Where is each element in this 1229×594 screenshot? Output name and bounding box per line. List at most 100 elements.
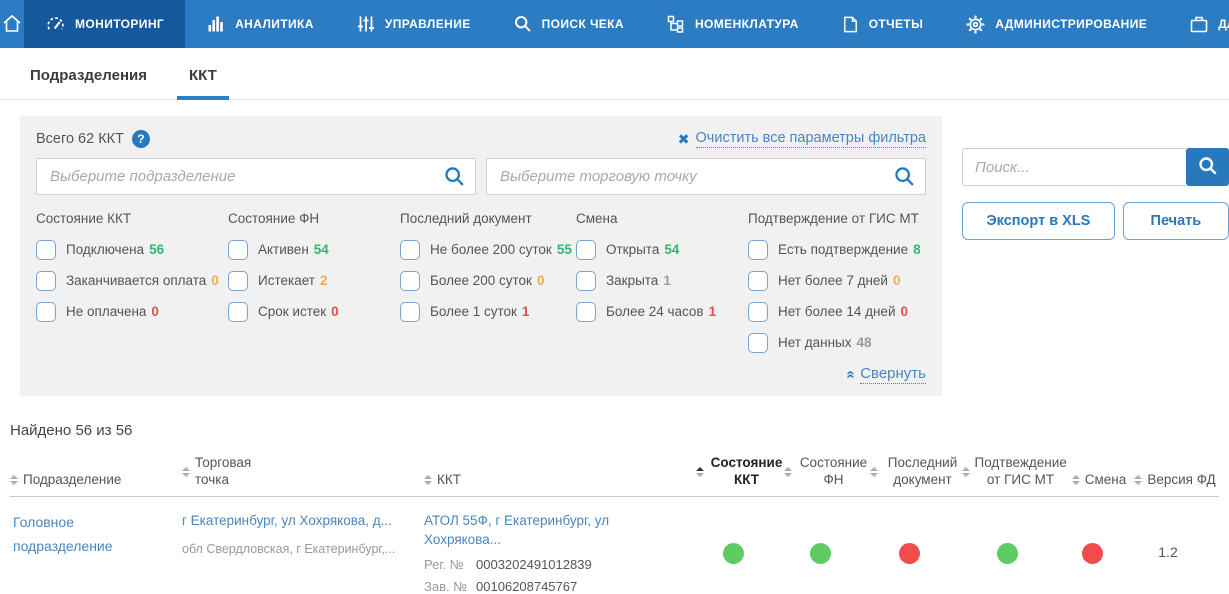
search-icon[interactable] [893,165,916,193]
help-icon[interactable]: ? [131,130,150,148]
clear-filters-link[interactable]: ✖ Очистить все параметры фильтра [678,130,926,148]
checkbox[interactable] [36,301,56,322]
checkbox[interactable] [748,301,768,322]
nav-item-label: ДЛЯ БИЗНЕСА [1218,17,1229,31]
cell-fd-version: 1.2 [1158,543,1178,560]
option-count: 0 [151,304,159,319]
column-header-shift[interactable]: Смена [1066,472,1132,489]
right-toolbar: Экспорт в XLS Печать [962,148,1229,240]
collapse-filters-link[interactable]: « Свернуть [843,365,926,384]
sort-icon[interactable] [961,466,970,477]
sort-icon[interactable] [182,466,190,477]
column-header-kkt[interactable]: ККТ [424,472,696,489]
collapse-label: Свернуть [860,365,926,384]
subdivision-input[interactable] [36,158,476,195]
home-button[interactable] [0,0,24,48]
nav-item-monitoring[interactable]: МОНИТОРИНГ [24,0,186,48]
checkbox[interactable] [228,239,248,260]
checkbox[interactable] [576,301,596,322]
column-header-outlet[interactable]: Торговая точка [182,455,424,489]
outlet-input[interactable] [486,158,926,195]
option-count: 54 [664,242,680,257]
sort-icon[interactable] [424,475,432,486]
outlet-link[interactable]: г Екатеринбург, ул Хохрякова, д... [182,512,392,528]
filter-option[interactable]: Более 24 часов 1 [576,301,748,322]
filter-option[interactable]: Не оплачена 0 [36,301,228,322]
kkt-link[interactable]: АТОЛ 55Ф, г Екатеринбург, ул Хохрякова..… [424,512,610,548]
status-dot-kkt-state [722,542,744,564]
sort-icon[interactable] [696,466,704,477]
nav-item-label: УПРАВЛЕНИЕ [384,17,471,31]
nav-item-reports[interactable]: ОТЧЕТЫ [820,0,945,48]
filter-option[interactable]: Нет более 14 дней 0 [748,301,926,322]
filter-option[interactable]: Заканчивается оплата 0 [36,270,228,291]
nav-item-nomenclature[interactable]: НОМЕНКЛАТУРА [645,0,820,48]
column-header-kkt-state[interactable]: Состояние ККТ [696,455,784,489]
filter-option[interactable]: Нет данных 48 [748,332,926,353]
filter-option[interactable]: Срок истек 0 [228,301,400,322]
tab-subdivisions[interactable]: Подразделения [28,48,149,99]
nav-item-label: АНАЛИТИКА [235,17,314,31]
filter-option[interactable]: Активен 54 [228,239,400,260]
tab-kkt[interactable]: ККТ [177,48,229,100]
cell-fn-state [784,511,870,594]
column-header-last-document[interactable]: Последний документ [870,455,962,489]
clear-filters-label: Очистить все параметры фильтра [695,130,926,148]
checkbox[interactable] [748,270,768,291]
filter-option[interactable]: Нет более 7 дней 0 [748,270,926,291]
outlet-select [486,158,926,195]
checkbox[interactable] [400,270,420,291]
sort-icon[interactable] [10,475,18,486]
nav-item-analytics[interactable]: АНАЛИТИКА [185,0,335,48]
nav-item-receipt-search[interactable]: ПОИСК ЧЕКА [492,0,645,48]
checkbox[interactable] [228,301,248,322]
filter-option[interactable]: Не более 200 суток 55 [400,239,576,260]
sort-icon[interactable] [1071,475,1080,486]
column-header-fn-state[interactable]: Состояние ФН [784,455,870,489]
column-header-fd-version[interactable]: Версия ФД [1132,472,1218,489]
nav-item-label: ПОИСК ЧЕКА [541,17,624,31]
document-icon [841,15,860,34]
filter-option[interactable]: Более 200 суток 0 [400,270,576,291]
checkbox[interactable] [576,270,596,291]
checkbox[interactable] [576,239,596,260]
outlet-address: обл Свердловская, г Екатеринбург,... [182,542,396,557]
checkbox[interactable] [748,332,768,353]
checkbox[interactable] [228,270,248,291]
clear-icon: ✖ [677,130,690,147]
cell-subdivision: Головное подразделение [10,511,182,594]
filter-option[interactable]: Открыта 54 [576,239,748,260]
filter-option[interactable]: Более 1 суток 1 [400,301,576,322]
nav-item-label: ОТЧЕТЫ [868,17,924,31]
status-dot-gis-mt [996,542,1018,564]
global-search-button[interactable] [1186,148,1229,186]
checkbox[interactable] [748,239,768,260]
filter-option[interactable]: Есть подтверждение 8 [748,239,926,260]
filter-group-fn-state: Состояние ФН Активен 54 Истекает 2 Срок … [228,211,400,363]
filter-option[interactable]: Истекает 2 [228,270,400,291]
export-xls-button[interactable]: Экспорт в XLS [962,202,1115,240]
search-icon[interactable] [443,165,466,193]
gear-icon [965,14,986,35]
column-header-subdivision[interactable]: Подразделение [10,472,182,489]
checkbox[interactable] [400,239,420,260]
subdivision-link[interactable]: Головное подразделение [13,513,113,554]
nav-item-administration[interactable]: АДМИНИСТРИРОВАНИЕ [944,0,1168,48]
column-header-gis-mt[interactable]: Подтвеждение от ГИС МТ [961,455,1067,489]
checkbox[interactable] [36,239,56,260]
filter-group-kkt-state: Состояние ККТ Подключена 56 Заканчиваетс… [36,211,228,363]
checkbox[interactable] [36,270,56,291]
nav-item-for-business[interactable]: ДЛЯ БИЗНЕСА [1168,0,1229,48]
sort-icon[interactable] [870,466,878,477]
search-icon [1197,155,1219,180]
status-dot-last-document [898,542,920,564]
nav-item-management[interactable]: УПРАВЛЕНИЕ [335,0,492,48]
checkbox[interactable] [400,301,420,322]
filter-option[interactable]: Закрыта 1 [576,270,748,291]
registration-number: Рег. № 0003202491012839 [424,556,592,572]
sort-icon[interactable] [784,466,792,477]
filter-option[interactable]: Подключена 56 [36,239,228,260]
print-button[interactable]: Печать [1122,202,1229,240]
global-search-input[interactable] [962,148,1186,186]
sort-icon[interactable] [1134,475,1143,486]
